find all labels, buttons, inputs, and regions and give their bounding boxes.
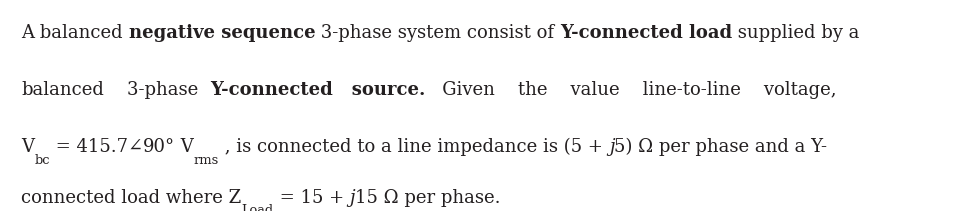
Text: supplied by a: supplied by a <box>732 24 860 42</box>
Text: Y-connected load: Y-connected load <box>560 24 732 42</box>
Text: 3-phase: 3-phase <box>104 81 210 99</box>
Text: negative sequence: negative sequence <box>129 24 315 42</box>
Text: Y-connected: Y-connected <box>210 81 333 99</box>
Text: A balanced: A balanced <box>21 24 129 42</box>
Text: V: V <box>176 138 194 156</box>
Text: bc: bc <box>34 154 50 166</box>
Text: 90°: 90° <box>143 138 176 156</box>
Text: j: j <box>609 138 615 156</box>
Text: Load: Load <box>242 204 274 211</box>
Text: Given    the    value    line-to-line    voltage,: Given the value line-to-line voltage, <box>426 81 836 99</box>
Text: rms: rms <box>194 154 220 166</box>
Text: 15 Ω per phase.: 15 Ω per phase. <box>355 189 501 207</box>
Text: 5) Ω per phase and a Y-: 5) Ω per phase and a Y- <box>615 138 828 156</box>
Text: ∠: ∠ <box>128 138 143 156</box>
Text: source.: source. <box>333 81 426 99</box>
Text: = 415.7: = 415.7 <box>50 138 128 156</box>
Text: 3-phase system consist of: 3-phase system consist of <box>315 24 560 42</box>
Text: V: V <box>21 138 34 156</box>
Text: , is connected to a line impedance is (5 +: , is connected to a line impedance is (5… <box>220 138 609 156</box>
Text: connected load where Z: connected load where Z <box>21 189 242 207</box>
Text: balanced: balanced <box>21 81 104 99</box>
Text: = 15 +: = 15 + <box>274 189 349 207</box>
Text: j: j <box>349 189 355 207</box>
